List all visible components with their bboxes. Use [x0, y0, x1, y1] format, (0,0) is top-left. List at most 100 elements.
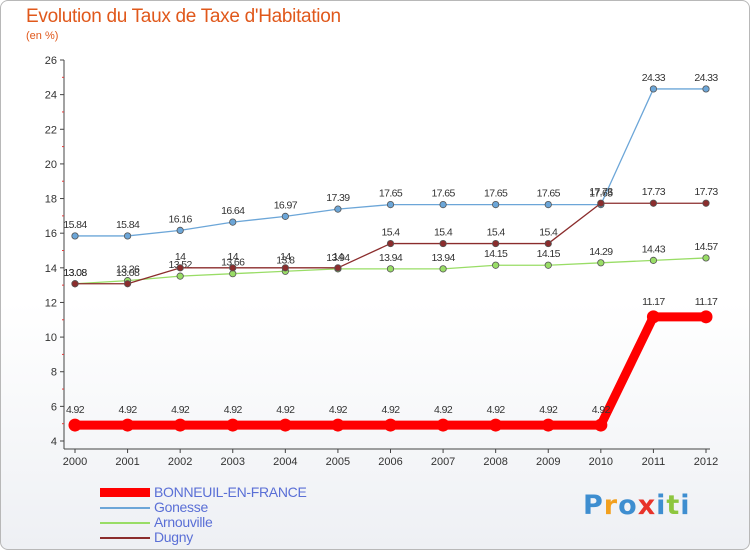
legend-swatch [100, 507, 150, 509]
data-label: 13.66 [221, 257, 245, 269]
y-tick-label: 12 [45, 297, 57, 309]
data-point [121, 418, 135, 432]
data-point [544, 261, 552, 269]
x-tick-label: 2001 [115, 456, 139, 468]
data-label: 16.97 [274, 199, 298, 211]
x-tick-label: 2006 [378, 456, 402, 468]
data-point [489, 418, 503, 432]
data-point [439, 239, 447, 248]
data-point [649, 85, 658, 93]
data-label: 17.73 [642, 186, 666, 198]
data-label: 17.65 [379, 188, 403, 200]
y-tick-label: 20 [45, 159, 57, 171]
data-point [229, 218, 237, 226]
logo-letter: i [680, 490, 691, 521]
data-label: 14.15 [484, 248, 508, 260]
data-point [439, 201, 447, 209]
data-point [226, 418, 240, 432]
data-label: 14 [228, 251, 239, 263]
x-tick-label: 2012 [694, 456, 718, 468]
y-tick-label: 10 [45, 332, 57, 344]
data-point [597, 199, 605, 207]
x-tick-label: 2008 [483, 456, 507, 468]
data-label: 14 [333, 251, 344, 263]
y-tick-label: 22 [45, 124, 57, 136]
logo-letter: o [618, 490, 638, 521]
data-point [649, 199, 658, 207]
y-tick-label: 24 [45, 90, 57, 102]
data-point [123, 280, 132, 288]
data-label: 4.92 [539, 404, 558, 416]
data-label: 17.65 [537, 188, 561, 200]
logo-letter: i [656, 490, 667, 521]
data-point [702, 199, 710, 207]
data-label: 15.4 [434, 227, 453, 239]
x-tick-label: 2003 [221, 456, 245, 468]
x-tick-label: 2000 [63, 456, 87, 468]
data-point [702, 85, 710, 93]
data-label: 15.4 [539, 227, 558, 239]
data-point [436, 418, 450, 432]
data-point [68, 418, 82, 432]
data-label: 13.08 [63, 267, 87, 279]
data-label: 4.92 [434, 404, 453, 416]
data-point [176, 226, 184, 235]
proxiti-logo: Proxiti [583, 490, 691, 521]
data-label: 4.92 [592, 404, 611, 416]
legend-label: Dugny [154, 529, 193, 545]
data-label: 11.17 [642, 296, 665, 308]
data-label: 4.92 [381, 404, 400, 416]
data-point [492, 261, 500, 269]
data-label: 14.15 [537, 248, 561, 260]
data-label: 24.33 [642, 72, 666, 84]
chart-title: Evolution du Taux de Taxe d'Habitation [26, 6, 341, 27]
data-label: 17.65 [484, 188, 508, 200]
data-point [176, 264, 184, 272]
data-label: 13.94 [431, 252, 455, 264]
data-label: 15.4 [487, 227, 506, 239]
data-label: 17.73 [694, 186, 718, 198]
data-label: 17.73 [589, 186, 613, 198]
y-tick-label: 4 [51, 436, 57, 448]
data-point [492, 239, 500, 248]
data-point [597, 259, 605, 267]
data-point [386, 265, 395, 273]
data-point [71, 280, 79, 288]
data-label: 14 [175, 251, 186, 263]
data-label: 15.84 [116, 219, 140, 231]
legend-label: Gonesse [154, 499, 208, 515]
data-label: 13.26 [116, 264, 140, 276]
data-point [229, 264, 237, 272]
x-tick-label: 2002 [168, 456, 192, 468]
data-point [544, 239, 552, 248]
data-point [386, 239, 395, 248]
data-label: 4.92 [487, 404, 506, 416]
data-label: 14.57 [694, 241, 718, 253]
data-point [439, 265, 447, 273]
x-tick-label: 2005 [326, 456, 350, 468]
data-point [229, 270, 237, 278]
y-tick-label: 18 [45, 194, 57, 206]
legend-swatch [100, 488, 150, 497]
data-point [173, 418, 187, 432]
data-point [281, 264, 289, 272]
x-tick-label: 2009 [536, 456, 560, 468]
data-label: 4.92 [119, 404, 138, 416]
data-label: 13.08 [63, 267, 87, 279]
data-point [334, 205, 342, 213]
chart-subtitle: (en %) [26, 30, 59, 42]
data-point [123, 232, 132, 240]
data-point [176, 272, 184, 280]
data-label: 16.64 [221, 205, 245, 217]
y-tick-label: 6 [51, 401, 57, 413]
data-point [278, 418, 292, 432]
data-point [541, 418, 555, 432]
data-point [71, 232, 79, 240]
data-label: 24.33 [694, 72, 718, 84]
data-point [702, 254, 710, 262]
data-point [281, 212, 289, 220]
data-label: 4.92 [224, 404, 243, 416]
data-point [699, 310, 713, 324]
y-tick-label: 8 [51, 367, 57, 379]
x-tick-label: 2004 [273, 456, 297, 468]
